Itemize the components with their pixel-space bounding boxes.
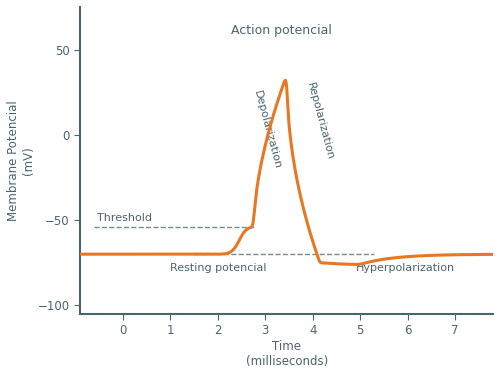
Text: Repolarization: Repolarization	[304, 81, 335, 161]
Text: Depolarization: Depolarization	[252, 89, 283, 170]
Y-axis label: Membrane Potencial
(mV): Membrane Potencial (mV)	[7, 100, 35, 221]
X-axis label: Time
(milliseconds): Time (milliseconds)	[246, 340, 328, 368]
Text: Threshold: Threshold	[97, 213, 152, 223]
Text: Action potencial: Action potencial	[232, 24, 332, 37]
Text: Hyperpolarization: Hyperpolarization	[356, 263, 454, 273]
Text: Resting potencial: Resting potencial	[170, 263, 267, 273]
